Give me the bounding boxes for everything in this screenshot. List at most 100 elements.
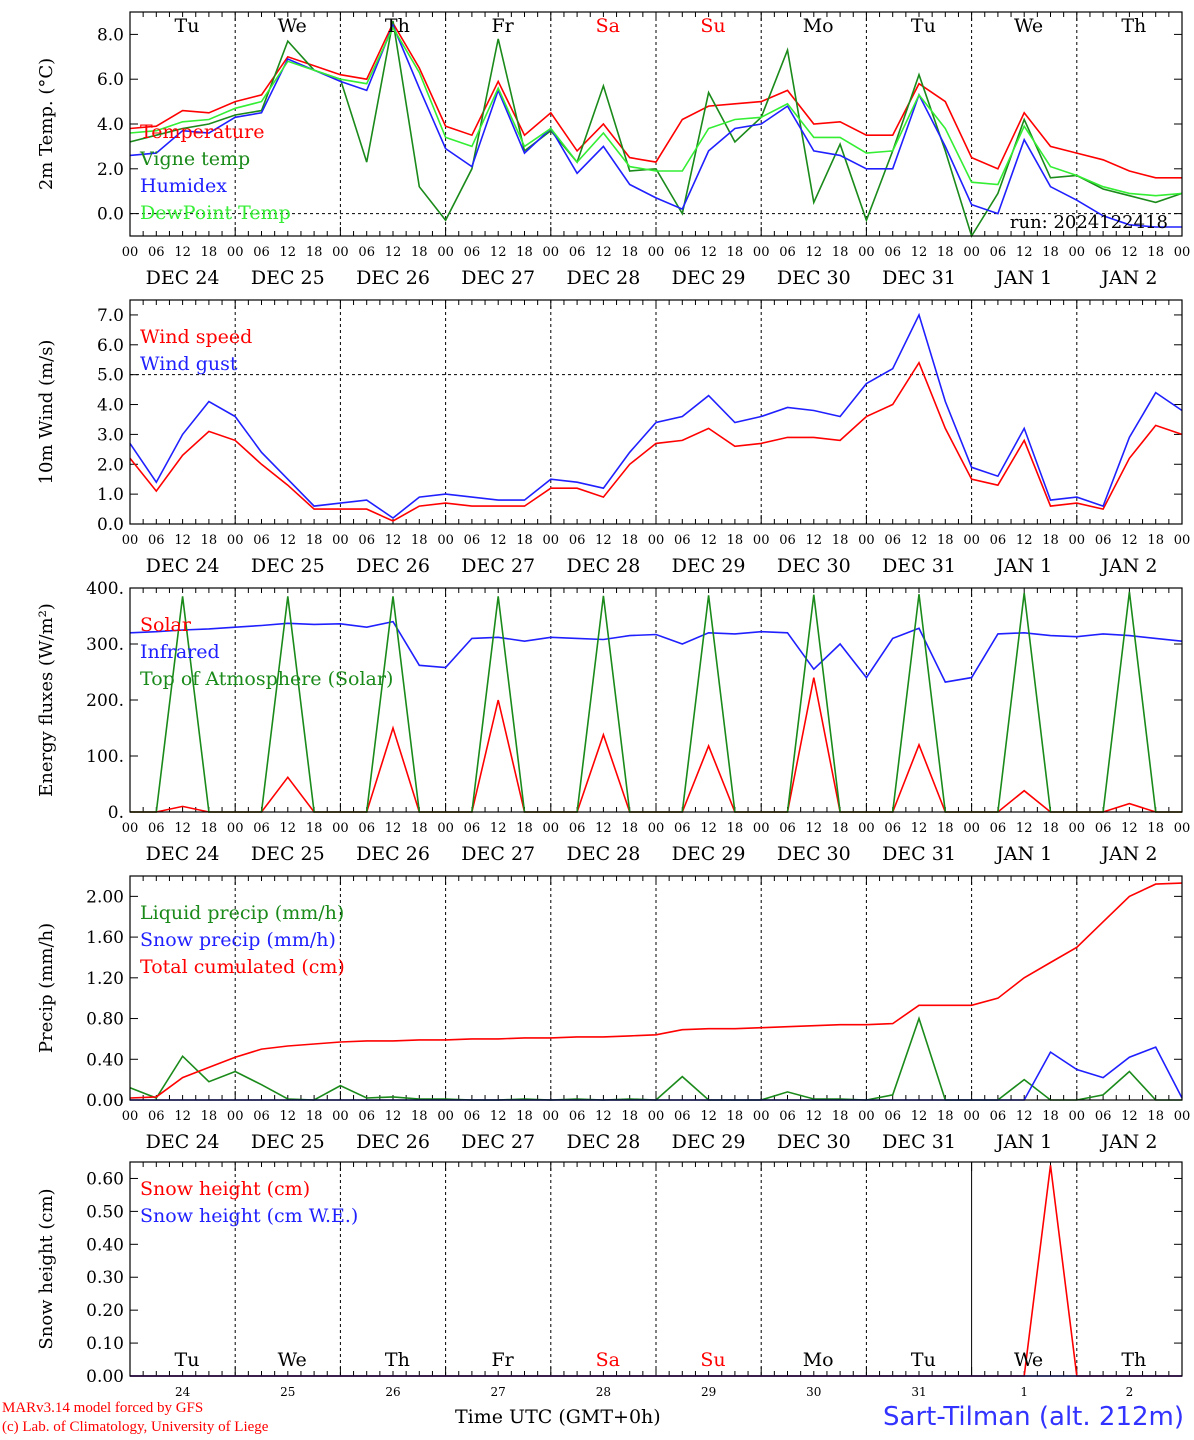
date-label: DEC 29 xyxy=(672,267,746,289)
date-label: DEC 28 xyxy=(566,267,640,289)
hour-label: 12 xyxy=(385,245,402,260)
date-label: DEC 27 xyxy=(461,1131,535,1153)
legend-entry: Infrared xyxy=(140,641,220,663)
hour-label: 00 xyxy=(1069,1109,1086,1124)
hour-label: 12 xyxy=(174,1109,191,1124)
hour-label: 12 xyxy=(700,821,717,836)
hour-label: 12 xyxy=(490,245,507,260)
hour-label: 00 xyxy=(1069,533,1086,548)
hour-label: 18 xyxy=(1147,821,1164,836)
date-label: DEC 27 xyxy=(461,267,535,289)
hour-label: 12 xyxy=(911,1109,928,1124)
hour-label: 12 xyxy=(700,245,717,260)
hour-label: 18 xyxy=(411,821,428,836)
hour-label: 18 xyxy=(1147,245,1164,260)
date-label: DEC 26 xyxy=(356,843,430,865)
hour-label: 12 xyxy=(1016,821,1033,836)
hour-label: 18 xyxy=(516,245,533,260)
y-tick-label: 2.0 xyxy=(97,160,124,180)
hour-label: 18 xyxy=(1147,1109,1164,1124)
hour-label: 06 xyxy=(990,1109,1007,1124)
day-label: Fr xyxy=(491,1349,514,1371)
day-number: 26 xyxy=(385,1385,400,1399)
hour-label: 00 xyxy=(648,821,665,836)
hour-label: 06 xyxy=(990,245,1007,260)
hour-label: 18 xyxy=(516,1109,533,1124)
legend-entry: Wind gust xyxy=(140,353,238,375)
date-label: DEC 30 xyxy=(777,1131,851,1153)
hour-label: 18 xyxy=(1147,533,1164,548)
hour-label: 06 xyxy=(464,533,481,548)
date-label: DEC 25 xyxy=(251,843,325,865)
y-axis-label: Energy fluxes (W/m²) xyxy=(36,603,57,797)
day-label: Mo xyxy=(803,15,834,37)
hour-label: 00 xyxy=(963,245,980,260)
hour-label: 00 xyxy=(963,821,980,836)
date-label: DEC 26 xyxy=(356,555,430,577)
hour-label: 06 xyxy=(884,821,901,836)
day-label: Tu xyxy=(911,15,936,37)
hour-label: 18 xyxy=(621,821,638,836)
hour-label: 06 xyxy=(884,1109,901,1124)
hour-label: 18 xyxy=(621,1109,638,1124)
y-tick-label: 2.0 xyxy=(97,455,124,475)
station-name: Sart-Tilman (alt. 212m) xyxy=(883,1402,1184,1432)
hour-label: 06 xyxy=(464,245,481,260)
hour-label: 00 xyxy=(332,533,349,548)
series-line-1 xyxy=(129,360,1183,522)
hour-label: 18 xyxy=(201,821,218,836)
y-tick-label: 100. xyxy=(86,747,124,767)
y-tick-label: 0.00 xyxy=(86,1091,124,1111)
hour-label: 00 xyxy=(437,821,454,836)
hour-label: 06 xyxy=(569,821,586,836)
date-label: DEC 28 xyxy=(566,1131,640,1153)
y-axis-label: 10m Wind (m/s) xyxy=(36,340,57,485)
panel-5: 0.00 0.10 0.20 0.30 0.40 0.50 0.60 Snow height … xyxy=(36,1161,1183,1399)
hour-label: 00 xyxy=(122,245,139,260)
panel-frame xyxy=(129,1161,1183,1377)
day-number: 24 xyxy=(175,1385,191,1399)
y-tick-label: 0. xyxy=(108,803,124,823)
date-label: DEC 30 xyxy=(777,843,851,865)
hour-label: 06 xyxy=(569,533,586,548)
hour-label: 00 xyxy=(437,533,454,548)
hour-label: 12 xyxy=(1121,821,1138,836)
hour-label: 18 xyxy=(937,533,954,548)
date-label: JAN 1 xyxy=(994,267,1052,289)
hour-label: 00 xyxy=(332,1109,349,1124)
date-label: JAN 2 xyxy=(1099,1131,1157,1153)
date-label: DEC 26 xyxy=(356,1131,430,1153)
y-tick-label: 4.0 xyxy=(97,396,124,416)
panel-frame xyxy=(129,11,1183,237)
hour-label: 06 xyxy=(569,1109,586,1124)
legend-entry: Total cumulated (cm) xyxy=(140,956,345,978)
hour-label: 18 xyxy=(1042,245,1059,260)
hour-label: 18 xyxy=(201,245,218,260)
day-number: 31 xyxy=(911,1385,926,1399)
date-label: JAN 1 xyxy=(994,843,1052,865)
hour-label: 00 xyxy=(122,1109,139,1124)
hour-label: 06 xyxy=(358,1109,375,1124)
legend-entry: Wind speed xyxy=(140,326,252,348)
hour-label: 12 xyxy=(490,533,507,548)
y-tick-label: 4.0 xyxy=(97,115,124,135)
hour-label: 06 xyxy=(1095,533,1112,548)
hour-label: 06 xyxy=(674,245,691,260)
hour-label: 18 xyxy=(411,245,428,260)
hour-label: 00 xyxy=(1174,533,1191,548)
date-label: DEC 27 xyxy=(461,843,535,865)
y-tick-label: 0.20 xyxy=(86,1301,124,1321)
legend-entry: Vigne temp xyxy=(139,148,250,170)
hour-label: 18 xyxy=(201,533,218,548)
day-label: Fr xyxy=(491,15,514,37)
y-tick-label: 0.0 xyxy=(97,205,124,225)
date-label: DEC 31 xyxy=(882,555,956,577)
date-label: DEC 29 xyxy=(672,555,746,577)
hour-label: 06 xyxy=(148,1109,165,1124)
hour-label: 06 xyxy=(464,821,481,836)
hour-label: 06 xyxy=(1095,821,1112,836)
day-label: Th xyxy=(1121,15,1146,37)
hour-label: 06 xyxy=(990,533,1007,548)
y-tick-label: 0.30 xyxy=(86,1268,124,1288)
date-label: DEC 24 xyxy=(146,555,220,577)
